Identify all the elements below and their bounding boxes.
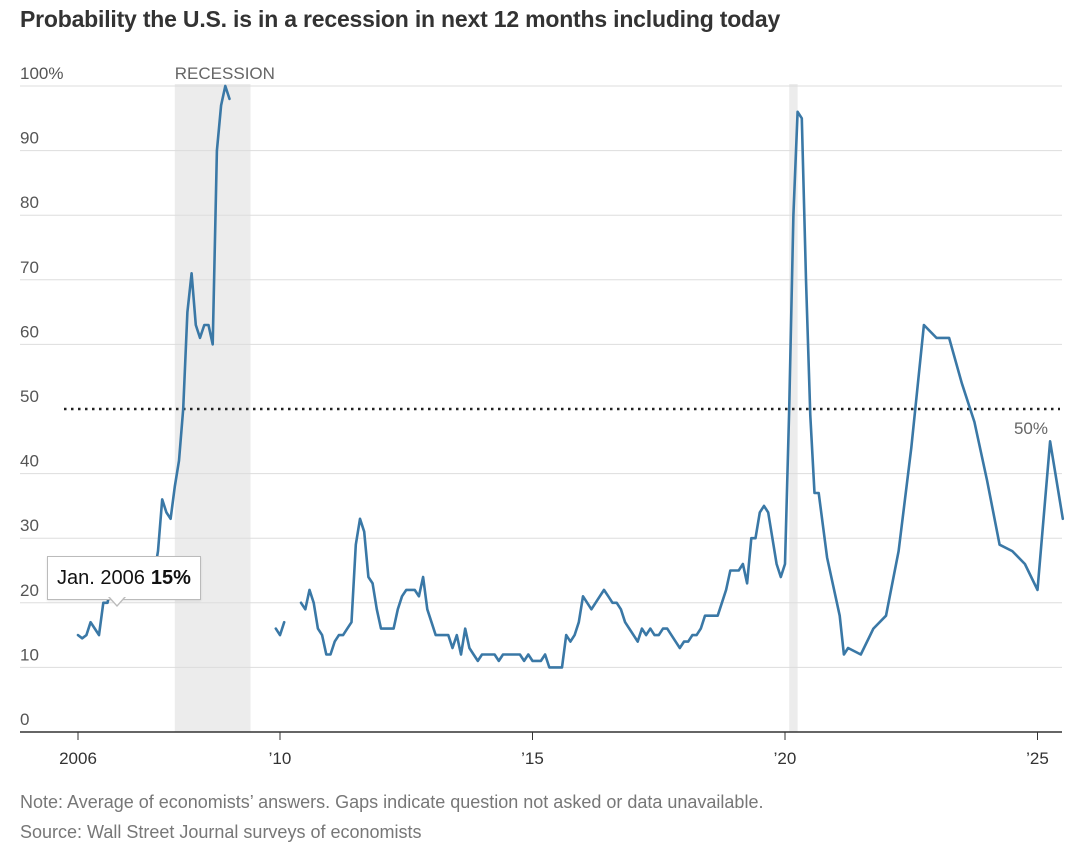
x-tick-label: ’25 (1026, 749, 1049, 768)
series-line-segment (299, 110, 1065, 669)
reference-line-group: 50% (64, 407, 1060, 438)
y-tick-label: 60 (20, 322, 39, 341)
tooltip-date: Jan. 2006 (57, 566, 145, 589)
y-tick-label: 70 (20, 258, 39, 277)
tooltip-pointer (108, 596, 126, 607)
recession-bands: RECESSION (174, 64, 798, 732)
y-tick-label: 30 (20, 516, 39, 535)
series-line-segment (274, 620, 286, 637)
chart-note: Note: Average of economists’ answers. Ga… (20, 792, 764, 812)
x-tick-label: ’15 (521, 749, 544, 768)
chart-title: Probability the U.S. is in a recession i… (20, 6, 781, 32)
y-tick-label: 40 (20, 452, 39, 471)
y-tick-label: 0 (20, 710, 29, 729)
x-tick-label: 2006 (59, 749, 97, 768)
y-axis-ticks: 0 10 20 30 40 50 60 70 80 90 100% (20, 64, 63, 729)
y-tick-label: 20 (20, 581, 39, 600)
recession-label: RECESSION (175, 64, 275, 83)
y-tick-label: 10 (20, 645, 39, 664)
gridlines (20, 85, 1062, 733)
chart-source: Source: Wall Street Journal surveys of e… (20, 822, 422, 842)
reference-line-label: 50% (1014, 419, 1048, 438)
y-tick-label: 80 (20, 193, 39, 212)
x-tick-label: ’20 (774, 749, 797, 768)
hover-tooltip: Jan. 2006 15% (47, 556, 201, 600)
x-tick-label: ’10 (269, 749, 292, 768)
y-tick-label: 100% (20, 64, 63, 83)
x-axis-ticks: 2006 ’10 ’15 ’20 ’25 (59, 732, 1049, 768)
y-tick-label: 50 (20, 387, 39, 406)
recession-probability-chart: RECESSION 0 10 20 30 40 50 60 70 80 90 100% 2006 ’1… (20, 64, 1065, 768)
tooltip-value: 15% (150, 566, 191, 589)
y-tick-label: 90 (20, 129, 39, 148)
